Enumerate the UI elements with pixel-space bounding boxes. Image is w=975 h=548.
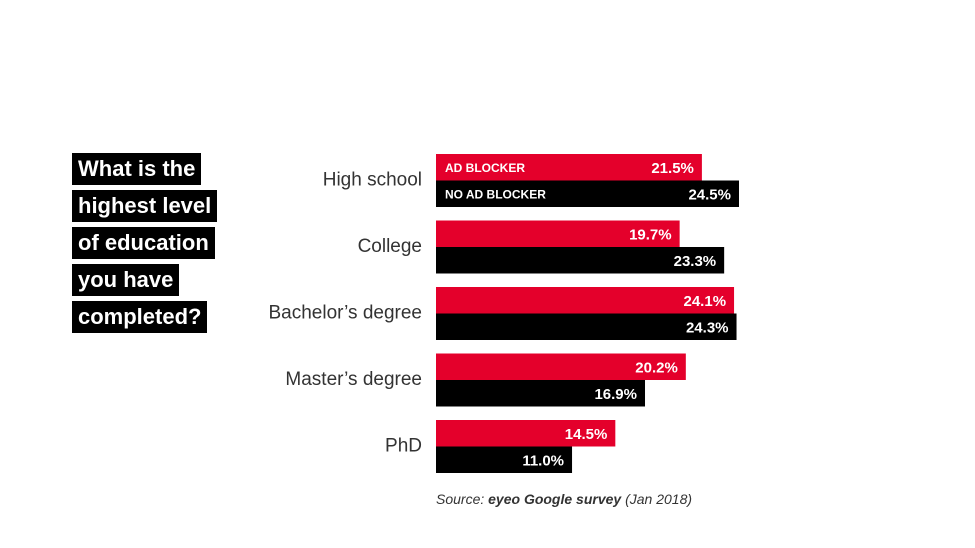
- value-label: 21.5%: [651, 160, 694, 177]
- category-label: Master’s degree: [285, 369, 422, 390]
- title-line-1: What is the: [72, 153, 202, 185]
- value-label: 19.7%: [629, 226, 672, 243]
- category-label: College: [358, 236, 422, 257]
- value-label: 11.0%: [522, 452, 564, 469]
- value-label: 24.3%: [686, 319, 729, 336]
- title-line-3: of education: [72, 227, 215, 259]
- value-label: 14.5%: [565, 426, 608, 443]
- category-label: Bachelor’s degree: [268, 303, 422, 324]
- legend-label: AD BLOCKER: [445, 161, 525, 175]
- value-label: 24.1%: [684, 293, 727, 310]
- bar-ad-blocker: [436, 154, 702, 181]
- title-line-5: completed?: [72, 301, 208, 333]
- bar-no-ad-blocker: [436, 446, 573, 473]
- source-prefix: Source:: [436, 491, 489, 507]
- bar-ad-blocker: [436, 420, 616, 447]
- title-line-2: highest level: [72, 190, 218, 222]
- bar-ad-blocker: [436, 220, 680, 247]
- title-line-4: you have: [72, 264, 180, 296]
- category-label: PhD: [385, 436, 422, 457]
- bar-ad-blocker: [436, 287, 735, 314]
- category-label: High school: [323, 170, 422, 191]
- source-date: (Jan 2018): [621, 491, 693, 507]
- source-name: eyeo Google survey: [488, 491, 622, 507]
- bar-no-ad-blocker: [436, 380, 646, 407]
- source-note: Source: eyeo Google survey (Jan 2018): [436, 491, 692, 507]
- bar-ad-blocker: [436, 353, 686, 380]
- value-label: 16.9%: [594, 386, 637, 403]
- bar-no-ad-blocker: [436, 313, 737, 340]
- value-label: 20.2%: [635, 359, 678, 376]
- bar-no-ad-blocker: [436, 247, 725, 274]
- chart-title: What is the highest level of education y…: [72, 153, 272, 338]
- value-label: 24.5%: [688, 186, 731, 203]
- value-label: 23.3%: [674, 253, 717, 270]
- bar-no-ad-blocker: [436, 180, 739, 207]
- legend-label: NO AD BLOCKER: [445, 187, 546, 201]
